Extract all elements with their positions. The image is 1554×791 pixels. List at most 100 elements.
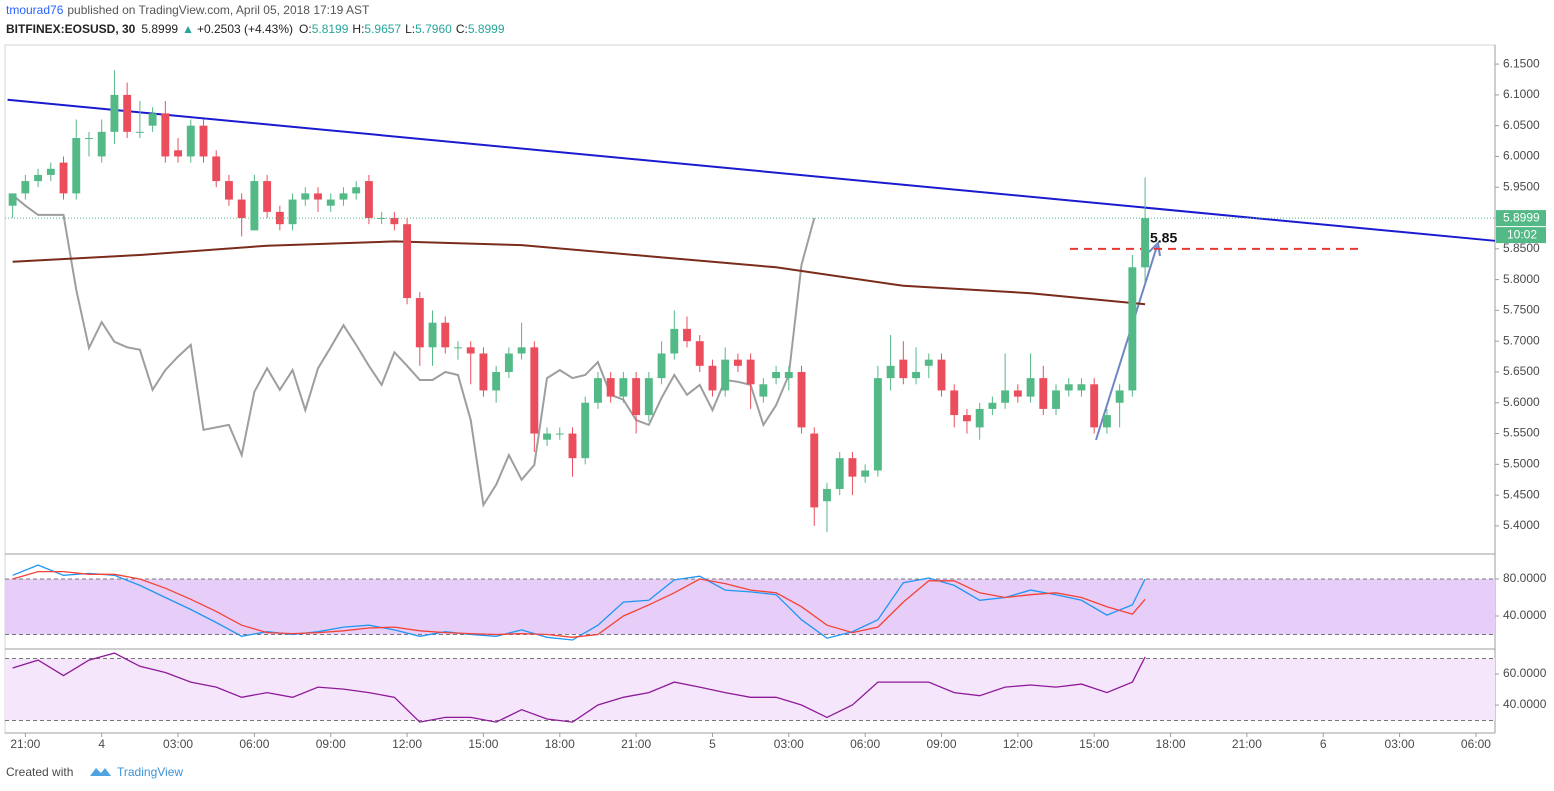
indicator-line xyxy=(12,652,1146,723)
candle-body xyxy=(797,371,806,428)
candle-body xyxy=(301,193,310,200)
x-tick-label: 21:00 xyxy=(1232,737,1262,751)
candle-body xyxy=(199,125,208,157)
candle-body xyxy=(46,168,55,175)
candle-body xyxy=(733,359,742,366)
y-tick-label: 5.6000 xyxy=(1503,395,1540,409)
candle-body xyxy=(1026,378,1035,397)
candle-body xyxy=(186,125,195,157)
x-tick-label: 18:00 xyxy=(1156,737,1186,751)
overlay-line xyxy=(11,194,816,508)
candle-body xyxy=(428,322,437,348)
y-tick-label: 60.0000 xyxy=(1503,666,1547,680)
x-tick-label: 4 xyxy=(98,737,105,751)
candle-body xyxy=(568,433,577,459)
trendline xyxy=(7,98,1496,242)
y-tick-label: 5.7500 xyxy=(1503,303,1540,317)
candle-body xyxy=(784,371,793,379)
y-tick-label: 5.7000 xyxy=(1503,333,1540,347)
ohlc-value: 5.8999 xyxy=(468,22,505,36)
candle-body xyxy=(581,402,590,459)
candle-body xyxy=(1052,390,1060,409)
candle-body xyxy=(123,94,132,132)
arrow: ▲ xyxy=(182,22,194,36)
footer-brand[interactable]: TradingView xyxy=(117,765,183,779)
candle-body xyxy=(975,408,984,428)
candle-body xyxy=(250,181,259,231)
symbol-line: BITFINEX:EOSUSD, 30 5.8999 ▲ +0.2503 (+4.43… xyxy=(6,22,505,36)
countdown: 10:02 xyxy=(1507,227,1537,241)
x-tick-label: 5 xyxy=(709,737,716,751)
last-price-box xyxy=(1496,210,1546,227)
candle-body xyxy=(670,328,679,354)
candle-body xyxy=(912,371,920,379)
candle-body xyxy=(314,193,322,200)
candle-body xyxy=(543,433,551,440)
ohlc-label: H: xyxy=(352,22,364,36)
y-tick-label: 5.5500 xyxy=(1503,426,1540,440)
ohlc-value: 5.9657 xyxy=(364,22,401,36)
x-tick-label: 15:00 xyxy=(468,737,498,751)
x-tick-label: 21:00 xyxy=(10,737,40,751)
countdown-box xyxy=(1496,227,1546,244)
candle-body xyxy=(97,131,106,157)
candle-body xyxy=(288,199,297,225)
candle-body xyxy=(683,328,691,342)
x-tick-label: 21:00 xyxy=(621,737,651,751)
candle-body xyxy=(632,378,641,416)
logo xyxy=(90,768,111,776)
header-line: tmourad76 published on TradingView.com, A… xyxy=(6,3,370,17)
candle-body xyxy=(1039,378,1048,409)
x-tick-label: 12:00 xyxy=(392,737,422,751)
candle-body xyxy=(810,433,819,508)
candle-body xyxy=(237,199,246,219)
y-tick-label: 6.0500 xyxy=(1503,118,1540,132)
y-tick-label: 6.1500 xyxy=(1503,56,1540,70)
candle-body xyxy=(504,353,513,372)
last-price-label: 5.8999 xyxy=(1503,210,1540,224)
candle-body xyxy=(644,378,653,416)
ohlc-label: L: xyxy=(405,22,415,36)
candle-body xyxy=(403,224,412,299)
candle-body xyxy=(708,365,717,391)
y-tick-label: 6.0000 xyxy=(1503,149,1540,163)
candle-body xyxy=(339,193,348,200)
x-tick-label: 6 xyxy=(1320,737,1327,751)
candle-body xyxy=(695,341,704,366)
candle-body xyxy=(886,365,895,379)
y-tick-label: 5.6500 xyxy=(1503,364,1540,378)
candle-body xyxy=(59,162,68,194)
level-label: 5.85 xyxy=(1150,230,1177,246)
candle-body xyxy=(963,415,971,422)
last: 5.8999 xyxy=(141,22,178,36)
y-tick-label: 5.4000 xyxy=(1503,518,1540,532)
x-tick-label: 12:00 xyxy=(1003,737,1033,751)
candle-body xyxy=(594,378,602,403)
candle-body xyxy=(225,181,233,200)
candle-body xyxy=(937,359,946,391)
y-tick-label: 5.4500 xyxy=(1503,487,1540,501)
x-tick-label: 03:00 xyxy=(774,737,804,751)
candle-body xyxy=(861,470,870,477)
candle-body xyxy=(835,458,844,489)
candle-body xyxy=(454,347,462,349)
change: +0.2503 (+4.43%) xyxy=(197,22,293,36)
y-tick-label: 5.5000 xyxy=(1503,457,1540,471)
candle-body xyxy=(721,359,730,391)
candle-body xyxy=(415,298,424,348)
candle-body xyxy=(174,150,182,157)
candle-body xyxy=(530,347,539,434)
author[interactable]: tmourad76 xyxy=(6,3,64,17)
candle-body xyxy=(212,156,221,182)
candle-body xyxy=(263,181,272,212)
x-tick-label: 06:00 xyxy=(850,737,880,751)
candle-body xyxy=(772,371,781,379)
candle-body xyxy=(1064,384,1073,391)
x-tick-label: 09:00 xyxy=(926,737,956,751)
candle-body xyxy=(390,218,399,225)
arrow-head xyxy=(1148,240,1161,257)
y-tick-label: 5.8000 xyxy=(1503,272,1540,286)
candle-body xyxy=(161,113,170,157)
y-tick-label: 5.8500 xyxy=(1503,241,1540,255)
